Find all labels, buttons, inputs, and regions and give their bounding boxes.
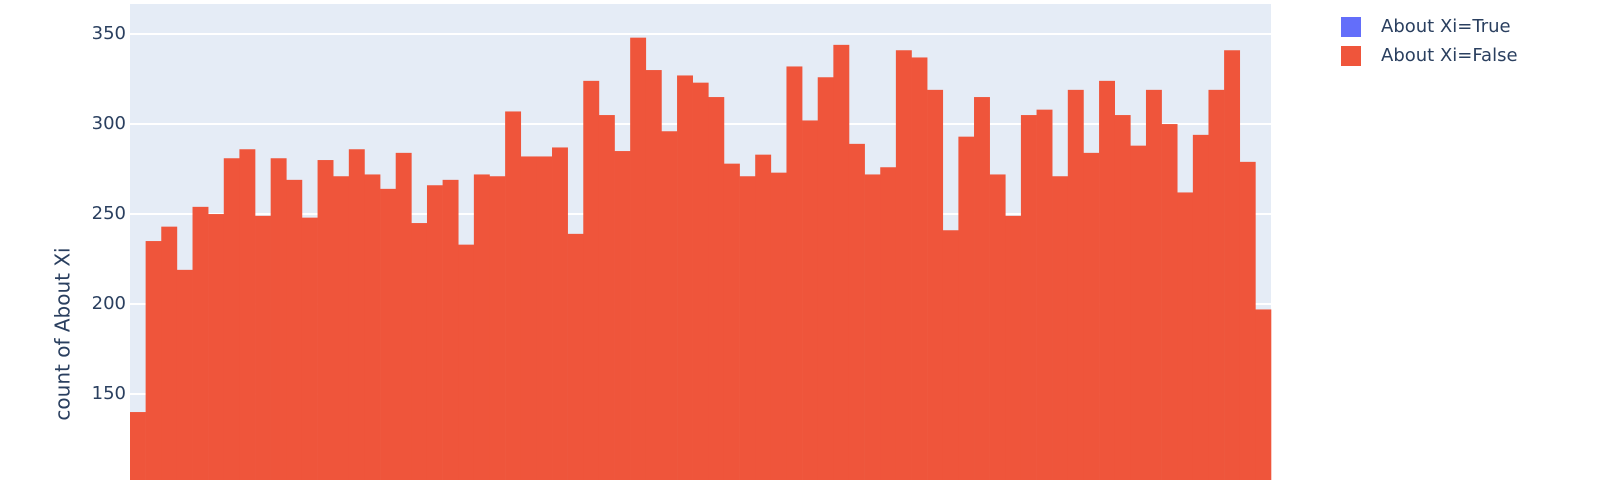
bar — [208, 214, 225, 480]
bar — [958, 136, 975, 480]
bar — [192, 206, 209, 480]
legend-label[interactable]: About Xi=False — [1381, 45, 1518, 66]
bar — [426, 185, 443, 480]
bar — [645, 70, 662, 480]
bar — [1099, 80, 1115, 480]
y-tick-label: 250 — [92, 203, 126, 224]
bar — [583, 80, 600, 480]
bar — [1130, 145, 1147, 480]
bar — [505, 111, 522, 480]
bar — [817, 77, 834, 480]
bar — [1255, 309, 1272, 480]
bar — [1192, 134, 1209, 480]
bar — [442, 179, 459, 480]
y-tick-label: 200 — [92, 293, 126, 314]
bar — [786, 66, 803, 480]
bar — [286, 179, 303, 480]
bar — [755, 154, 772, 480]
bar — [1208, 89, 1225, 480]
bar — [942, 230, 959, 480]
bar — [833, 44, 850, 480]
y-tick-label: 300 — [92, 113, 126, 134]
bar — [677, 75, 693, 480]
bar — [974, 97, 990, 480]
bar — [176, 269, 193, 480]
bar — [802, 120, 819, 480]
bar — [130, 412, 146, 480]
legend-swatch[interactable] — [1341, 17, 1361, 37]
bar — [1083, 152, 1100, 480]
bar — [598, 115, 615, 480]
bar — [661, 131, 678, 480]
bar — [567, 233, 584, 480]
bar — [989, 174, 1006, 480]
bar — [630, 37, 647, 480]
bar — [739, 176, 756, 480]
bar — [1005, 215, 1022, 480]
bar — [552, 147, 568, 480]
bar — [161, 226, 178, 480]
bar — [255, 215, 271, 480]
bar — [348, 149, 365, 480]
bar — [395, 152, 412, 480]
bar — [489, 176, 506, 480]
bar — [708, 97, 725, 480]
y-tick-label: 150 — [92, 383, 126, 404]
legend-label[interactable]: About Xi=True — [1381, 16, 1511, 37]
bar — [723, 163, 740, 480]
bar — [1020, 115, 1037, 480]
bar — [364, 174, 381, 480]
bar — [1177, 192, 1194, 480]
bar — [1114, 115, 1131, 480]
bar — [1067, 89, 1084, 480]
bar — [536, 156, 553, 480]
bar — [301, 217, 318, 480]
bar — [770, 172, 787, 480]
bar — [1239, 161, 1256, 480]
bar — [1161, 124, 1178, 480]
bar — [895, 50, 912, 480]
bar — [520, 156, 537, 480]
bar — [473, 174, 490, 480]
y-tick-label: 350 — [92, 23, 126, 44]
bar — [864, 174, 881, 480]
bar — [411, 223, 428, 480]
bar — [614, 151, 631, 480]
bar — [458, 244, 475, 480]
bar — [380, 188, 397, 480]
bar — [317, 160, 334, 480]
bar — [911, 57, 928, 480]
bar — [333, 176, 350, 480]
y-axis-title: count of About Xi — [51, 247, 75, 420]
bar — [1224, 50, 1241, 480]
bar — [270, 158, 287, 480]
bar — [223, 158, 240, 480]
bar — [692, 82, 709, 480]
bar — [1036, 109, 1053, 480]
bar — [145, 241, 162, 480]
legend-swatch[interactable] — [1341, 46, 1361, 66]
bar — [239, 149, 256, 480]
bar — [1052, 176, 1069, 480]
bar — [848, 143, 865, 480]
bar — [880, 167, 897, 480]
bar — [1145, 89, 1162, 480]
bar — [927, 89, 944, 480]
